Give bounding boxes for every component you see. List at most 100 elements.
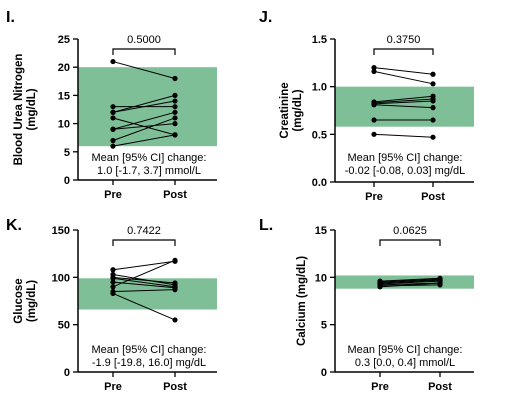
chart-panel-i: I. 0 5 10 15 20 25 Pre Post Blood Urea Nitrogen(m… [6, 9, 217, 201]
chart-panel-j: J. 0.0 0.5 1.0 1.5 Pre Post Creatinine(mg/dL) 0.… [259, 9, 474, 203]
paired-line [373, 100, 434, 105]
y-tick-label: 0 [64, 367, 70, 379]
panel-letter: L. [259, 217, 273, 234]
post-point [172, 132, 178, 138]
p-value-label: 0.5000 [127, 34, 161, 46]
post-point [172, 287, 178, 293]
y-axis-label: Calcium (mg/dL) [296, 256, 308, 346]
post-point [172, 121, 178, 127]
paired-line [373, 133, 434, 138]
paired-line [112, 260, 176, 271]
y-tick-label: 0.0 [312, 177, 327, 189]
paired-line [112, 100, 176, 113]
post-point [430, 81, 436, 87]
pre-point [371, 131, 377, 137]
y-axis-label-line: (mg/dL) [292, 89, 304, 131]
y-tick-label: 0 [321, 367, 327, 379]
x-tick-label: Pre [365, 191, 383, 203]
mean-change-annotation: 0.3 [0.0, 0.4] mmol/L [355, 357, 455, 369]
paired-line [112, 292, 176, 321]
mean-change-annotation: -0.02 [-0.08, 0.03] mg/dL [345, 165, 465, 177]
pre-point [110, 58, 116, 65]
comparison-bracket [112, 239, 176, 246]
paired-line [373, 98, 434, 104]
pre-point [110, 143, 116, 149]
y-tick-label: 0 [64, 175, 70, 187]
y-tick-label: 20 [58, 62, 70, 74]
y-axis-label-line: Glucose [13, 278, 25, 323]
y-tick-label: 15 [58, 90, 70, 102]
pre-point [371, 117, 377, 123]
pre-point [371, 68, 377, 75]
x-tick-label: Post [163, 189, 187, 201]
y-tick-label: 150 [52, 225, 70, 237]
paired-line [112, 117, 176, 141]
post-point [172, 98, 178, 104]
pre-point [110, 115, 116, 121]
post-point [172, 317, 178, 323]
post-point [430, 134, 436, 140]
paired-line [373, 95, 434, 103]
paired-line [112, 276, 176, 284]
y-tick-label: 25 [58, 34, 70, 46]
post-point [430, 98, 436, 104]
y-axis-label: Blood Urea Nitrogen(mg/dL) [13, 54, 38, 166]
y-tick-label: 10 [315, 272, 327, 284]
comparison-bracket [373, 48, 434, 55]
pre-point [110, 137, 116, 144]
y-axis-label: Glucose(mg/dL) [13, 278, 38, 323]
pre-point [371, 65, 377, 71]
y-tick-label: 10 [58, 119, 70, 131]
paired-line [373, 67, 434, 75]
comparison-bracket [112, 48, 176, 55]
y-tick-label: 5 [321, 320, 327, 332]
paired-line [112, 61, 176, 79]
mean-change-annotation: Mean [95% CI] change: [92, 152, 207, 164]
paired-line [379, 277, 441, 282]
pre-point [110, 109, 116, 115]
paired-line [112, 259, 176, 288]
post-point [172, 109, 178, 115]
x-tick-label: Pre [104, 189, 122, 201]
paired-line [373, 104, 434, 109]
y-tick-label: 100 [52, 272, 70, 284]
mean-change-annotation: Mean [95% CI] change: [348, 344, 463, 356]
post-point [430, 105, 436, 111]
x-tick-label: Post [428, 381, 452, 393]
chart-panel-k: K. 0 50 100 150 Pre Post Glucose(mg/dL) 0.7422 Me… [6, 217, 217, 393]
paired-line [379, 282, 441, 288]
pre-point [377, 284, 383, 290]
post-point [172, 75, 178, 82]
mean-change-annotation: -1.9 [-19.8, 16.0] mg/dL [92, 357, 206, 369]
x-tick-label: Pre [371, 381, 389, 393]
paired-line [112, 111, 176, 130]
y-axis-label-line: Blood Urea Nitrogen [13, 54, 25, 166]
pre-point [110, 290, 116, 297]
y-axis-label-line: (mg/dL) [26, 88, 38, 130]
post-point [430, 117, 436, 123]
y-tick-label: 0.5 [312, 129, 327, 141]
pre-point [110, 104, 116, 110]
post-point [172, 115, 178, 121]
pre-point [110, 267, 116, 273]
pre-point [110, 279, 116, 285]
paired-line [379, 280, 441, 285]
comparison-bracket [379, 239, 441, 246]
y-axis-label-line: (mg/dL) [26, 280, 38, 322]
y-tick-label: 1.0 [312, 82, 327, 94]
panel-letter: J. [259, 9, 272, 26]
x-tick-label: Pre [104, 381, 122, 393]
post-point [172, 92, 178, 98]
x-tick-label: Post [421, 191, 445, 203]
paired-line [112, 281, 176, 289]
post-point [430, 71, 436, 77]
paired-line [112, 134, 176, 147]
chart-panel-l: L. 0 5 10 15 Pre Post Calcium (mg/dL) 0.0625 Mean… [259, 217, 474, 393]
pre-point [110, 126, 116, 132]
x-tick-label: Post [163, 381, 187, 393]
post-point [172, 280, 178, 286]
y-tick-label: 50 [58, 320, 70, 332]
paired-line [373, 70, 434, 85]
p-value-label: 0.3750 [387, 34, 421, 46]
